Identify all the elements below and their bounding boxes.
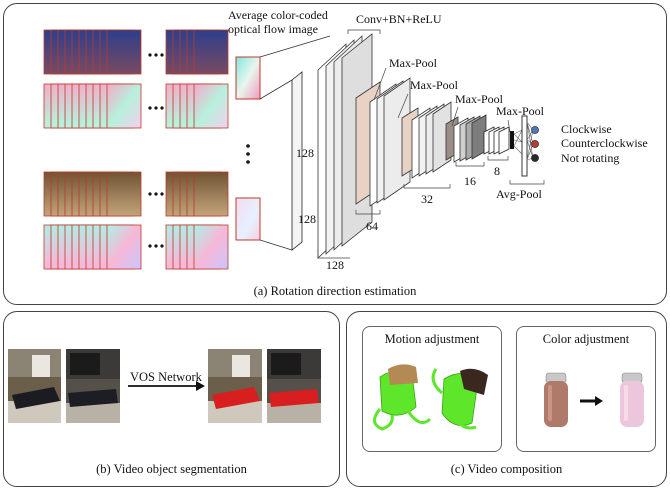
- output-frame-1: [208, 349, 262, 423]
- conv-bn-relu-label: Conv+BN+ReLU: [356, 12, 442, 26]
- dim-label-16: 16: [464, 174, 476, 188]
- average-flow-image-1: [235, 56, 261, 100]
- vos-arrow-head: [196, 381, 205, 391]
- frame-stack-video1: [43, 29, 229, 75]
- input-layer: [291, 71, 303, 251]
- maxpool-label-3: Max-Pool: [455, 92, 503, 106]
- average-flow-title: Average color-coded optical flow image: [228, 8, 328, 36]
- bag-object-1: [373, 364, 432, 431]
- maxpool-layer-4: [510, 131, 514, 149]
- fc-connections: [513, 129, 523, 155]
- maxpool-label-1: Max-Pool: [389, 56, 437, 70]
- motion-adjustment-title: Motion adjustment: [384, 332, 480, 346]
- bottle-adjusted: [620, 372, 644, 427]
- projection-lines: [259, 35, 331, 251]
- dim-label-8: 8: [494, 164, 500, 178]
- output-connections: [526, 121, 534, 161]
- conv-block-8: [483, 126, 510, 155]
- composition-illustrations: [373, 364, 644, 431]
- caption-video-object-segmentation: (b) Video object segmentation: [96, 462, 247, 476]
- rotation-network-diagram: [43, 29, 545, 270]
- caption-video-composition: (c) Video composition: [450, 462, 563, 476]
- input-frame-2: [66, 349, 120, 423]
- flow-stack-video2: [43, 224, 229, 270]
- maxpool-label-2: Max-Pool: [410, 78, 458, 92]
- vos-network-label: VOS Network: [130, 370, 202, 384]
- conv-block-64: [369, 77, 411, 207]
- label-connectors: [317, 29, 545, 259]
- output-neuron-not-rotating: [531, 154, 539, 162]
- vos-diagram: [8, 349, 321, 423]
- color-arrow-head: [595, 396, 603, 406]
- conv-block-16: [453, 114, 487, 163]
- output-neuron-clockwise: [531, 126, 539, 134]
- output-label-counterclockwise: Counterclockwise: [561, 136, 648, 150]
- bag-object-2: [431, 368, 488, 430]
- output-frame-2: [267, 349, 321, 423]
- maxpool-label-4: Max-Pool: [496, 104, 544, 118]
- output-label-not-rotating: Not rotating: [561, 151, 620, 165]
- ellipsis-dots: [148, 53, 250, 248]
- dim-label-128-upper: 128: [296, 146, 314, 160]
- output-label-clockwise: Clockwise: [561, 122, 612, 136]
- dim-label-128-bottom: 128: [326, 258, 344, 272]
- avgpool-label: Avg-Pool: [496, 187, 542, 201]
- dim-label-32: 32: [421, 192, 433, 206]
- caption-rotation-estimation: (a) Rotation direction estimation: [253, 284, 417, 298]
- dim-label-128-lower: 128: [298, 212, 316, 226]
- flow-stack-video1: [43, 83, 229, 129]
- average-flow-image-2: [235, 197, 261, 241]
- dim-label-64: 64: [366, 219, 378, 233]
- avgpool-vector: [521, 115, 528, 177]
- output-neuron-counterclockwise: [531, 140, 539, 148]
- frame-stack-video2: [43, 171, 229, 217]
- color-adjustment-title: Color adjustment: [542, 332, 630, 346]
- bottle-original: [544, 372, 568, 427]
- input-frame-1: [8, 349, 61, 423]
